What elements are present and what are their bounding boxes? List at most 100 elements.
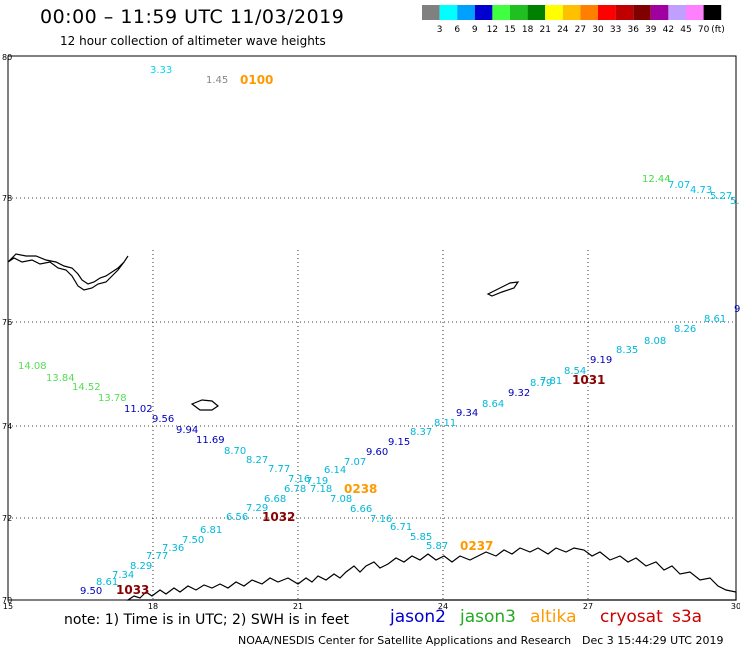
swh-value: 13.78	[98, 393, 127, 404]
swh-value: 8.35	[616, 345, 638, 356]
legend-label: 21	[539, 25, 550, 35]
landmass-northwest	[7, 253, 129, 291]
swh-value: 5.87	[426, 541, 448, 552]
swh-value: 3.33	[150, 65, 172, 76]
swh-value: 9.32	[508, 388, 530, 399]
legend-swatch	[633, 5, 651, 20]
swh-value: 9.60	[366, 447, 388, 458]
swh-value: 6.14	[324, 465, 346, 476]
swh-value: 5.85	[410, 532, 432, 543]
legend-label: 15	[504, 25, 515, 35]
swh-value: 8.70	[224, 446, 246, 457]
swh-value: 9.34	[456, 408, 478, 419]
swh-value: 9	[734, 304, 740, 315]
swh-value: 9.15	[388, 437, 410, 448]
swh-value: 14.08	[18, 361, 47, 372]
legend-label: 30	[592, 25, 604, 35]
swh-value: 14.52	[72, 382, 101, 393]
swh-value: 6.56	[226, 512, 248, 523]
swh-value: 8.26	[674, 324, 696, 335]
lat-tick-label: 74	[2, 422, 12, 431]
graticule	[8, 197, 736, 600]
swh-value: 7.36	[162, 543, 184, 554]
lat-tick-label: 72	[2, 514, 12, 523]
swh-value: 8.08	[644, 336, 666, 347]
swh-value: 13.84	[46, 373, 75, 384]
bear-island	[190, 399, 220, 411]
legend-swatch	[598, 5, 616, 20]
legend-swatch	[686, 5, 704, 20]
swh-value: 8.61	[96, 577, 118, 588]
legend-label: 33	[610, 25, 621, 35]
swh-value: 7.77	[146, 551, 168, 562]
swh-value: 5.	[730, 196, 740, 207]
swh-value: 6.81	[200, 525, 222, 536]
legend-label: 18	[522, 25, 534, 35]
swh-value: 11.69	[196, 435, 225, 446]
swh-value: 5.27	[710, 191, 732, 202]
swh-value: 7.34	[112, 570, 134, 581]
lon-tick-label: 30	[731, 602, 740, 611]
legend-label: 3	[437, 25, 443, 35]
legend-swatch	[615, 5, 634, 20]
lon-tick-label: 21	[293, 602, 303, 611]
swh-value: 7.08	[330, 494, 352, 505]
pass-time-labels: 1031 0238 1032 0237 1033	[116, 373, 605, 597]
map-subtitle: 12 hour collection of altimeter wave hei…	[60, 34, 326, 48]
swh-value: 7.07	[668, 180, 690, 191]
pass-time-label: 0238	[344, 482, 377, 496]
hopen-island	[486, 281, 520, 297]
legend-swatch	[545, 5, 563, 20]
swh-value: 7.07	[344, 457, 366, 468]
swh-value: 6.78	[284, 484, 306, 495]
swh-value: 7.81	[540, 376, 562, 387]
legend-swatch	[580, 5, 598, 20]
pass-time-label: 1033	[116, 583, 149, 597]
legend-swatch	[650, 5, 669, 20]
pass-time-label: 0100	[240, 73, 273, 87]
legend-swatch	[527, 5, 546, 20]
mission-label-jason2: jason2	[390, 607, 446, 627]
swh-value: 9.19	[590, 355, 612, 366]
legend-label: 42	[663, 25, 674, 35]
swh-value: 8.64	[482, 399, 504, 410]
legend-swatch	[668, 5, 686, 20]
swh-value: 7.16	[288, 474, 310, 485]
swh-value: 8.29	[130, 561, 152, 572]
swh-value: 4.73	[690, 185, 712, 196]
swh-value: 7.16	[370, 514, 392, 525]
swh-value: 12.44	[642, 174, 671, 185]
legend-swatch	[422, 5, 440, 20]
swh-value: 8.61	[704, 314, 726, 325]
pass-time-label: 0237	[460, 539, 493, 553]
legend-label: 36	[627, 25, 639, 35]
swh-value: 7.19	[306, 476, 328, 487]
swh-value: 9.50	[80, 586, 102, 597]
legend-label: 27	[575, 25, 586, 35]
legend-label: 39	[645, 25, 657, 35]
footer-note: note: 1) Time is in UTC; 2) SWH is in fe…	[64, 612, 350, 628]
legend-swatch	[474, 5, 493, 20]
pass-time-label: 1031	[572, 373, 605, 387]
lon-tick-label: 27	[583, 602, 593, 611]
legend-label: 6	[454, 25, 460, 35]
swh-value: 7.77	[268, 464, 290, 475]
swh-value: 7.29	[246, 503, 268, 514]
swh-value: 8.27	[246, 455, 268, 466]
norway-coastline	[126, 547, 737, 601]
credit-line: NOAA/NESDIS Center for Satellite Applica…	[238, 634, 572, 647]
legend-swatch	[562, 5, 581, 20]
legend-swatch	[703, 5, 722, 20]
legend-swatch	[510, 5, 528, 20]
swh-value: 8.11	[434, 418, 456, 429]
lon-tick-label: 24	[438, 602, 448, 611]
swh-value: 8.79	[530, 378, 552, 389]
legend-label: 45	[680, 25, 691, 35]
swh-value: 7.50	[182, 535, 204, 546]
legend-label: 12	[487, 25, 498, 35]
mission-label-altika: altika	[530, 607, 577, 627]
swh-value: 6.66	[350, 504, 372, 515]
